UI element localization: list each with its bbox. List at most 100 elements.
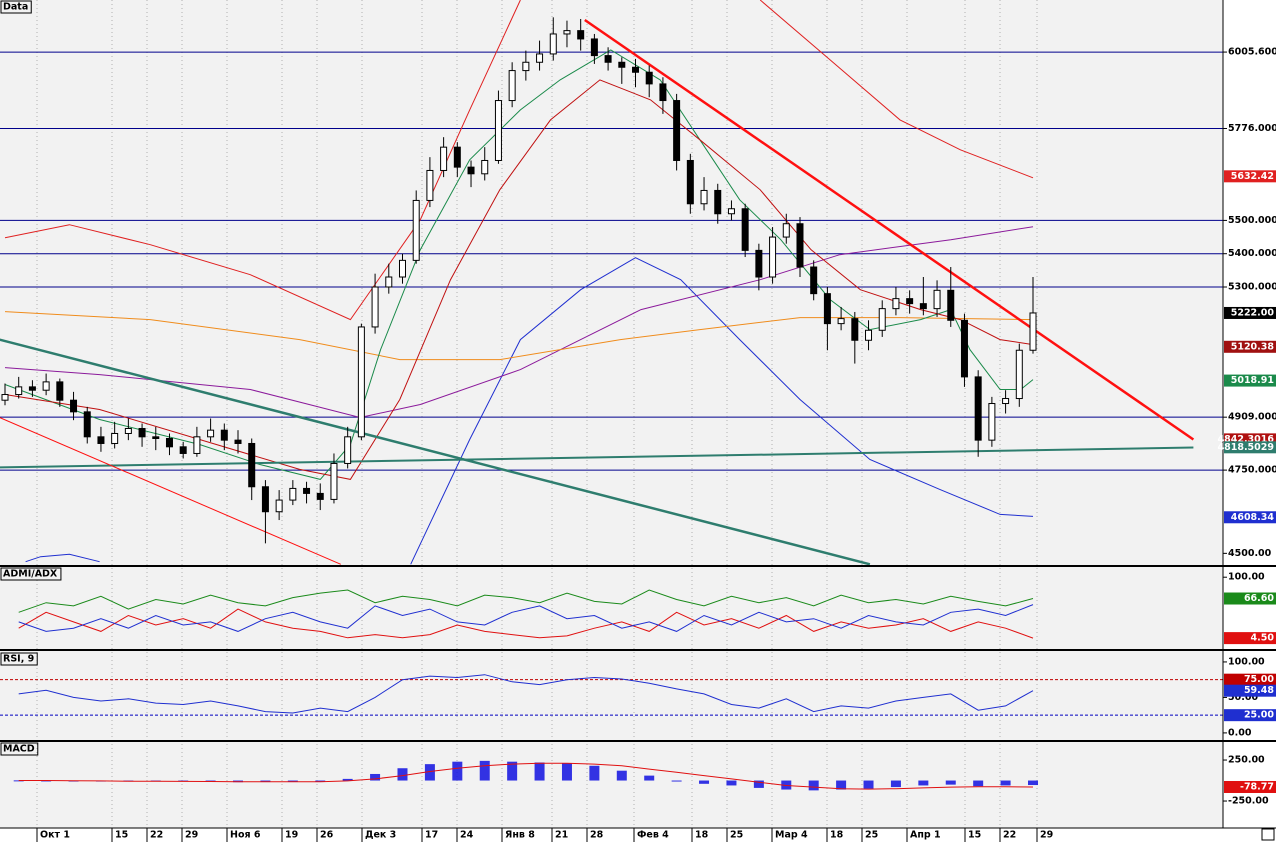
overlay-line xyxy=(4,311,1034,361)
candle-body xyxy=(440,146,448,171)
candle-body xyxy=(837,318,845,325)
x-tick-label: 22 xyxy=(150,830,163,841)
candle-body xyxy=(645,71,653,85)
candle-body xyxy=(1002,398,1010,405)
histogram-bar xyxy=(260,780,271,783)
histogram-bar xyxy=(479,760,490,781)
histogram-bar xyxy=(370,773,381,781)
candle-body xyxy=(152,436,160,439)
candle-body xyxy=(933,289,941,310)
histogram-bar xyxy=(342,778,353,781)
price-marker-label: 5222.00 xyxy=(1231,307,1275,318)
histogram-bar xyxy=(1000,780,1011,786)
x-tick-label: 15 xyxy=(968,830,981,841)
y-tick-label: 4909.0000 xyxy=(1228,412,1276,423)
candle-body xyxy=(261,486,269,513)
candle-body xyxy=(494,100,502,161)
overlay-line xyxy=(4,79,1034,480)
histogram-bar xyxy=(507,761,518,781)
histogram-bar xyxy=(534,762,545,781)
price-marker xyxy=(1224,374,1276,387)
y-tick-label: 5400.0000 xyxy=(1228,248,1276,259)
candle-body xyxy=(508,70,516,102)
y-tick-label: 0.00 xyxy=(1228,727,1252,738)
x-tick-label: 24 xyxy=(460,830,474,841)
candle-body xyxy=(371,286,379,328)
histogram-bar xyxy=(808,780,819,791)
date-axis-area xyxy=(0,828,1276,842)
candle-body xyxy=(330,462,338,500)
y-tick-label: 4500.00 xyxy=(1228,548,1272,559)
histogram-bar xyxy=(287,780,298,782)
price-marker xyxy=(1224,511,1276,524)
panel-title-box xyxy=(0,567,62,581)
candle-body xyxy=(796,223,804,268)
histogram-bar xyxy=(315,780,326,782)
overlay-line xyxy=(25,257,1034,565)
candle-body xyxy=(398,259,406,278)
x-tick-label: 15 xyxy=(115,830,128,841)
price-marker xyxy=(1224,684,1276,697)
panel-title: RSI, 9 xyxy=(3,654,34,665)
panel-title-box xyxy=(0,652,38,666)
candle-body xyxy=(234,439,242,444)
scroll-button[interactable] xyxy=(1261,828,1275,841)
candle-body xyxy=(618,61,626,68)
histogram-bar xyxy=(973,780,984,787)
candle-body xyxy=(357,326,365,438)
candle-body xyxy=(124,427,132,434)
x-tick-label: 26 xyxy=(320,830,334,841)
candle-body xyxy=(193,436,201,454)
candle-body xyxy=(111,432,119,444)
histogram-bar xyxy=(616,770,627,781)
panel-title: Data xyxy=(3,2,28,13)
candle-body xyxy=(782,223,790,238)
candle-body xyxy=(165,437,173,448)
candle-body xyxy=(316,492,324,500)
candle-body xyxy=(659,83,667,102)
histogram-bar xyxy=(671,780,682,782)
candle-body xyxy=(673,100,681,161)
price-marker-label: 5632.42 xyxy=(1231,171,1274,182)
candle-body xyxy=(42,381,50,391)
price-marker xyxy=(1224,709,1276,722)
candle-body xyxy=(686,159,694,205)
x-tick-label: 25 xyxy=(865,830,878,841)
candle-body xyxy=(727,208,735,215)
candle-body xyxy=(632,66,640,73)
candle-body xyxy=(56,381,64,401)
price-marker-label: 5018.91 xyxy=(1231,375,1274,386)
x-tick-label: 19 xyxy=(285,830,298,841)
x-tick-label: 18 xyxy=(695,830,709,841)
price-marker xyxy=(1224,170,1276,183)
panel-title-box xyxy=(0,0,32,14)
price-marker-label: 66.60 xyxy=(1244,593,1274,604)
y-tick-label: 6005.6000 xyxy=(1228,47,1276,58)
y-tick-label: 5776.0000 xyxy=(1228,123,1276,134)
candle-body xyxy=(207,429,215,438)
candle-body xyxy=(453,146,461,168)
histogram-bar xyxy=(561,763,572,781)
price-marker-label: 25.00 xyxy=(1244,710,1274,721)
candle-body xyxy=(878,308,886,331)
overlay-line xyxy=(0,338,871,565)
candle-body xyxy=(179,446,187,454)
candle-body xyxy=(522,61,530,72)
candle-body xyxy=(138,427,146,438)
x-tick-label: Ноя 6 xyxy=(230,830,261,841)
candle-body xyxy=(960,319,968,378)
candle-body xyxy=(344,436,352,464)
x-tick-label: 18 xyxy=(830,830,844,841)
price-marker-label: 59.48 xyxy=(1244,685,1274,696)
candle-body xyxy=(248,442,256,488)
candle-body xyxy=(714,189,722,215)
candle-body xyxy=(303,487,311,494)
price-marker xyxy=(1224,340,1276,353)
y-tick-label: 100.00 xyxy=(1228,656,1265,667)
candle-body xyxy=(919,303,927,310)
price-marker xyxy=(1224,441,1276,454)
candle-body xyxy=(865,329,873,341)
candle-body xyxy=(426,169,434,201)
